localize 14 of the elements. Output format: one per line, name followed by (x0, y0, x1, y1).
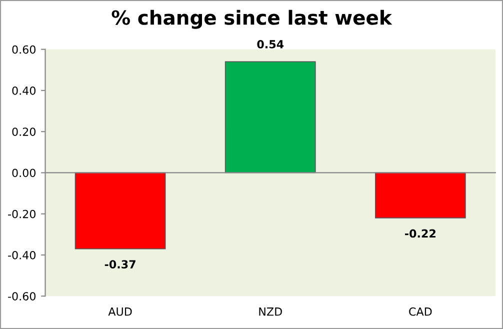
data-label: -0.37 (104, 260, 136, 269)
y-tick-label: 0.20 (12, 128, 36, 136)
x-tick-label: NZD (259, 308, 282, 316)
y-tick-label: -0.20 (8, 210, 36, 218)
chart-title: % change since last week (112, 10, 392, 29)
y-tick-label: 0.40 (12, 86, 36, 95)
y-tick-label: 0.60 (12, 45, 36, 54)
data-label: 0.54 (257, 40, 284, 48)
x-tick-label: CAD (409, 307, 432, 316)
y-tick-label: 0.00 (12, 168, 36, 178)
y-tick-label: -0.40 (8, 250, 36, 260)
x-tick-label: AUD (108, 308, 132, 316)
y-tick-label: -0.60 (8, 292, 36, 300)
data-label: -0.22 (405, 229, 436, 238)
